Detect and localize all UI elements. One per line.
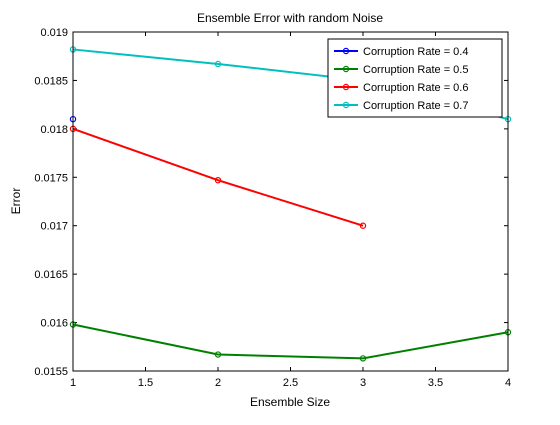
x-axis-label: Ensemble Size	[250, 395, 330, 409]
data-point	[214, 176, 222, 184]
y-tick-label: 0.017	[40, 221, 68, 233]
legend-item: Corruption Rate = 0.5	[334, 64, 468, 76]
data-point	[214, 60, 222, 68]
y-tick-label: 0.019	[40, 27, 68, 39]
y-tick-label: 0.016	[40, 318, 68, 330]
axis-ticks: 1 1.5 2 2.5 3 3.5 4 0.0155 0.016 0.0165 0.017 0.017…	[34, 27, 511, 389]
chart-title: Ensemble Error with random Noise	[197, 11, 383, 25]
legend-label: Corruption Rate = 0.6	[363, 82, 468, 94]
legend-marker	[342, 65, 350, 73]
y-axis-label: Error	[9, 188, 23, 215]
x-tick-label: 2	[215, 377, 221, 389]
legend-marker	[342, 47, 350, 55]
legend-item: Corruption Rate = 0.6	[334, 82, 468, 94]
data-point	[359, 222, 367, 229]
legend-label: Corruption Rate = 0.7	[363, 100, 468, 112]
x-tick-label: 1	[70, 377, 76, 389]
legend-label: Corruption Rate = 0.4	[363, 46, 468, 58]
data-point	[359, 355, 367, 362]
y-tick-label: 0.0155	[34, 366, 68, 378]
y-tick-label: 0.0175	[34, 172, 68, 184]
data-point	[214, 351, 222, 358]
plot-frame	[72, 31, 509, 372]
x-tick-label: 4	[505, 377, 511, 389]
x-tick-label: 1.5	[138, 377, 153, 389]
series-line	[72, 127, 364, 227]
x-tick-label: 3.5	[428, 377, 443, 389]
series-line	[72, 323, 509, 360]
x-tick-label: 3	[360, 377, 366, 389]
legend-label: Corruption Rate = 0.5	[363, 64, 468, 76]
legend: Corruption Rate = 0.4 Corruption Rate = 0…	[327, 38, 503, 118]
legend-marker	[342, 101, 350, 109]
y-tick-label: 0.018	[40, 124, 68, 136]
legend-marker	[342, 83, 350, 91]
y-tick-label: 0.0185	[34, 75, 68, 87]
y-tick-label: 0.0165	[34, 269, 68, 281]
legend-item: Corruption Rate = 0.7	[334, 100, 468, 112]
x-tick-label: 2.5	[283, 377, 298, 389]
legend-item: Corruption Rate = 0.4	[334, 46, 468, 58]
